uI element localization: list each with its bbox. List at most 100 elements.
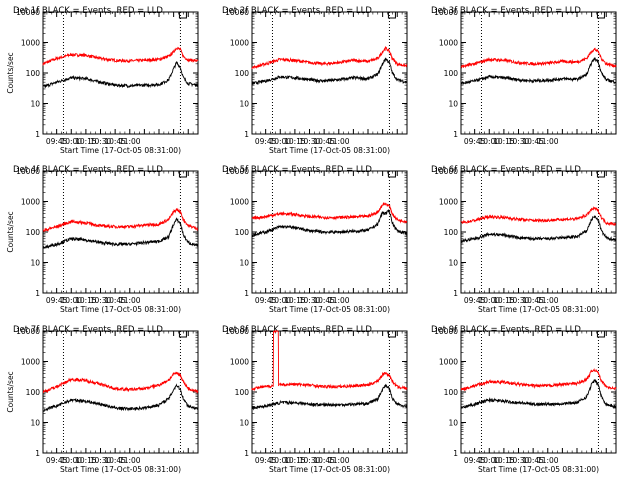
panel-det-6: Det 6f BLACK = Events, RED = LLD 1 10 100 10… [431, 165, 617, 314]
y-tick-label: 100 [26, 228, 41, 237]
y-tick-label: 1 [453, 449, 458, 458]
x-tick-label: 09:45 [46, 137, 68, 146]
interval-marker [178, 12, 187, 19]
x-axis-label: Start Time (17-Oct-05 08:31:00) [60, 305, 181, 314]
events-rate-line [460, 379, 617, 409]
x-tick-label: 11:00 [537, 296, 559, 305]
lld-rate-line [42, 46, 199, 66]
plot-frame [42, 330, 199, 454]
x-tick-label: 09:45 [255, 137, 277, 146]
y-tick-label: 10 [30, 100, 40, 109]
events-rate-line [460, 57, 617, 85]
x-tick-label: 10:45 [522, 456, 544, 465]
x-axis-label: Start Time (17-Oct-05 08:31:00) [60, 146, 181, 155]
y-axis-label: Counts/sec [6, 211, 15, 252]
panel-det-7: Det 7f BLACK = Events, RED = LLD 1 10 100 10… [6, 325, 199, 474]
x-tick-label: 10:15 [284, 137, 306, 146]
y-tick-label: 10 [30, 259, 40, 268]
x-tick-label: 10:30 [508, 137, 530, 146]
panel-title: Det 9f BLACK = Events, RED = LLD [431, 325, 581, 335]
plot-frame [251, 330, 408, 454]
x-tick-label: 10:45 [104, 296, 126, 305]
y-tick-label: 10 [239, 100, 249, 109]
x-tick-label: 10:00 [269, 137, 291, 146]
x-tick-label: 10:30 [299, 456, 321, 465]
lld-rate-line [460, 206, 617, 227]
x-tick-label: 10:00 [60, 456, 82, 465]
panel-title: Det 2f BLACK = Events, RED = LLD [222, 6, 372, 16]
y-axis-label: Counts/sec [6, 52, 15, 93]
y-tick-label: 1 [244, 449, 249, 458]
panel-title: Det 7f BLACK = Events, RED = LLD [13, 325, 163, 335]
x-tick-label: 10:45 [104, 137, 126, 146]
y-tick-label: 100 [235, 388, 250, 397]
x-tick-label: 10:30 [90, 296, 112, 305]
x-tick-label: 10:15 [284, 456, 306, 465]
x-tick-label: 11:00 [537, 456, 559, 465]
x-tick-label: 10:15 [75, 137, 97, 146]
y-tick-label: 10000 [434, 327, 458, 336]
panel-det-8: Det 8f BLACK = Events, RED = LLD 1 10 100 10… [222, 325, 408, 474]
x-tick-label: 10:15 [493, 296, 515, 305]
events-rate-line [251, 57, 408, 86]
x-tick-label: 11:00 [328, 137, 350, 146]
plot-frame [42, 11, 199, 135]
x-tick-label: 10:45 [522, 137, 544, 146]
panel-det-3: Det 3f BLACK = Events, RED = LLD 1 10 100 10… [431, 6, 617, 146]
y-tick-label: 1 [244, 130, 249, 139]
panel-det-4: Det 4f BLACK = Events, RED = LLD 1 10 100 10… [6, 165, 199, 314]
y-tick-label: 1000 [21, 198, 40, 207]
events-rate-line [42, 383, 199, 413]
interval-marker [387, 331, 396, 338]
plot-frame [251, 11, 408, 135]
x-tick-label: 10:15 [493, 456, 515, 465]
x-tick-label: 10:15 [75, 296, 97, 305]
x-tick-label: 10:00 [478, 137, 500, 146]
y-tick-label: 1000 [230, 358, 249, 367]
panel-title: Det 3f BLACK = Events, RED = LLD [431, 6, 581, 16]
x-tick-label: 09:45 [46, 296, 68, 305]
x-tick-label: 10:45 [313, 456, 335, 465]
x-tick-label: 11:00 [119, 456, 141, 465]
plot-frame [460, 330, 617, 454]
y-tick-label: 10000 [434, 8, 458, 17]
y-tick-label: 100 [26, 388, 41, 397]
x-tick-label: 09:45 [255, 456, 277, 465]
x-tick-label: 09:45 [464, 137, 486, 146]
x-tick-label: 10:00 [269, 296, 291, 305]
panel-title: Det 6f BLACK = Events, RED = LLD [431, 165, 581, 175]
y-tick-label: 10000 [16, 167, 40, 176]
x-tick-label: 10:45 [313, 137, 335, 146]
y-tick-label: 1000 [230, 39, 249, 48]
x-tick-label: 09:45 [255, 296, 277, 305]
x-tick-label: 11:00 [328, 456, 350, 465]
y-tick-label: 10 [239, 259, 249, 268]
y-tick-label: 100 [26, 69, 41, 78]
y-tick-label: 1000 [21, 39, 40, 48]
x-tick-label: 10:45 [522, 296, 544, 305]
lld-rate-line [251, 202, 408, 224]
y-tick-label: 10000 [225, 327, 249, 336]
y-tick-label: 100 [444, 388, 459, 397]
y-tick-label: 10 [239, 419, 249, 428]
events-rate-line [460, 214, 617, 244]
panel-title: Det 8f BLACK = Events, RED = LLD [222, 325, 372, 335]
y-tick-label: 10000 [225, 8, 249, 17]
x-tick-label: 10:00 [60, 296, 82, 305]
x-tick-label: 10:30 [508, 456, 530, 465]
y-tick-label: 10000 [434, 167, 458, 176]
plot-frame [460, 11, 617, 135]
events-rate-line [42, 217, 199, 250]
interval-marker [596, 331, 605, 338]
panel-title: Det 4f BLACK = Events, RED = LLD [13, 165, 163, 175]
y-axis-label: Counts/sec [6, 371, 15, 412]
panel-title: Det 5f BLACK = Events, RED = LLD [222, 165, 372, 175]
events-rate-line [43, 61, 199, 89]
y-tick-label: 10000 [16, 8, 40, 17]
x-tick-label: 10:15 [493, 137, 515, 146]
x-axis-label: Start Time (17-Oct-05 08:31:00) [478, 305, 599, 314]
x-tick-label: 10:00 [478, 456, 500, 465]
lld-rate-line [251, 329, 408, 392]
y-tick-label: 1 [35, 130, 40, 139]
